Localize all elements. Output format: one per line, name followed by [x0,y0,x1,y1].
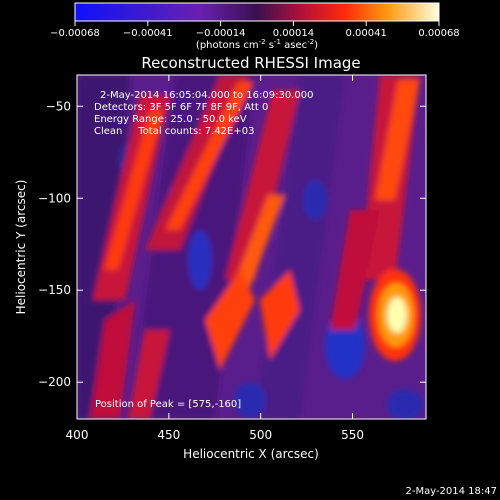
annotation-detectors: Detectors: 3F 5F 6F 7F 8F 9F, Att 0 [94,102,268,113]
y-tick-label: −50 [46,99,71,113]
x-axis-ticks: 400 450 500 550 [66,75,364,442]
colorbar-tick-label: −0.00068 [50,28,100,39]
y-tick-label: −100 [38,191,71,205]
y-axis-label: Heliocentric Y (arcsec) [14,180,28,315]
x-axis-label: Heliocentric X (arcsec) [183,447,319,461]
x-tick-label: 550 [341,428,364,442]
annotation-time-range: 2-May-2014 16:05:04.000 to 16:09:30.000 [100,90,313,101]
colorbar-tick-label: 0.00041 [346,28,387,39]
colorbar-tick-label: −0.00014 [196,28,246,39]
colorbar-tick-label: 0.00014 [273,28,314,39]
heatmap-image [77,75,426,419]
x-tick-label: 500 [249,428,272,442]
colorbar-tick-label: −0.00041 [123,28,173,39]
annotation-peak: Position of Peak = [575,-160] [95,399,241,410]
footer-timestamp: 2-May-2014 18:47 [405,486,497,497]
annotation-clean: Clean Total counts: 7.42E+03 [94,126,254,137]
colorbar-unit-label: (photons cm-2 s-1 asec-2) [196,38,318,51]
y-axis-ticks: −50 −100 −150 −200 [38,99,426,389]
colorbar-tick-labels: −0.00068 −0.00041 −0.00014 0.00014 0.00041 0.… [50,28,460,39]
x-tick-label: 450 [157,428,180,442]
annotation-energy: Energy Range: 25.0 - 50.0 keV [94,114,247,125]
plot-frame [76,74,427,420]
y-tick-label: −200 [38,375,71,389]
colorbar [74,2,440,22]
chart-title: Reconstructed RHESSI Image [141,54,360,72]
colorbar-tick-label: 0.00068 [418,28,459,39]
x-tick-label: 400 [66,428,89,442]
y-tick-label: −150 [38,283,71,297]
colorbar-ticks [74,21,440,26]
